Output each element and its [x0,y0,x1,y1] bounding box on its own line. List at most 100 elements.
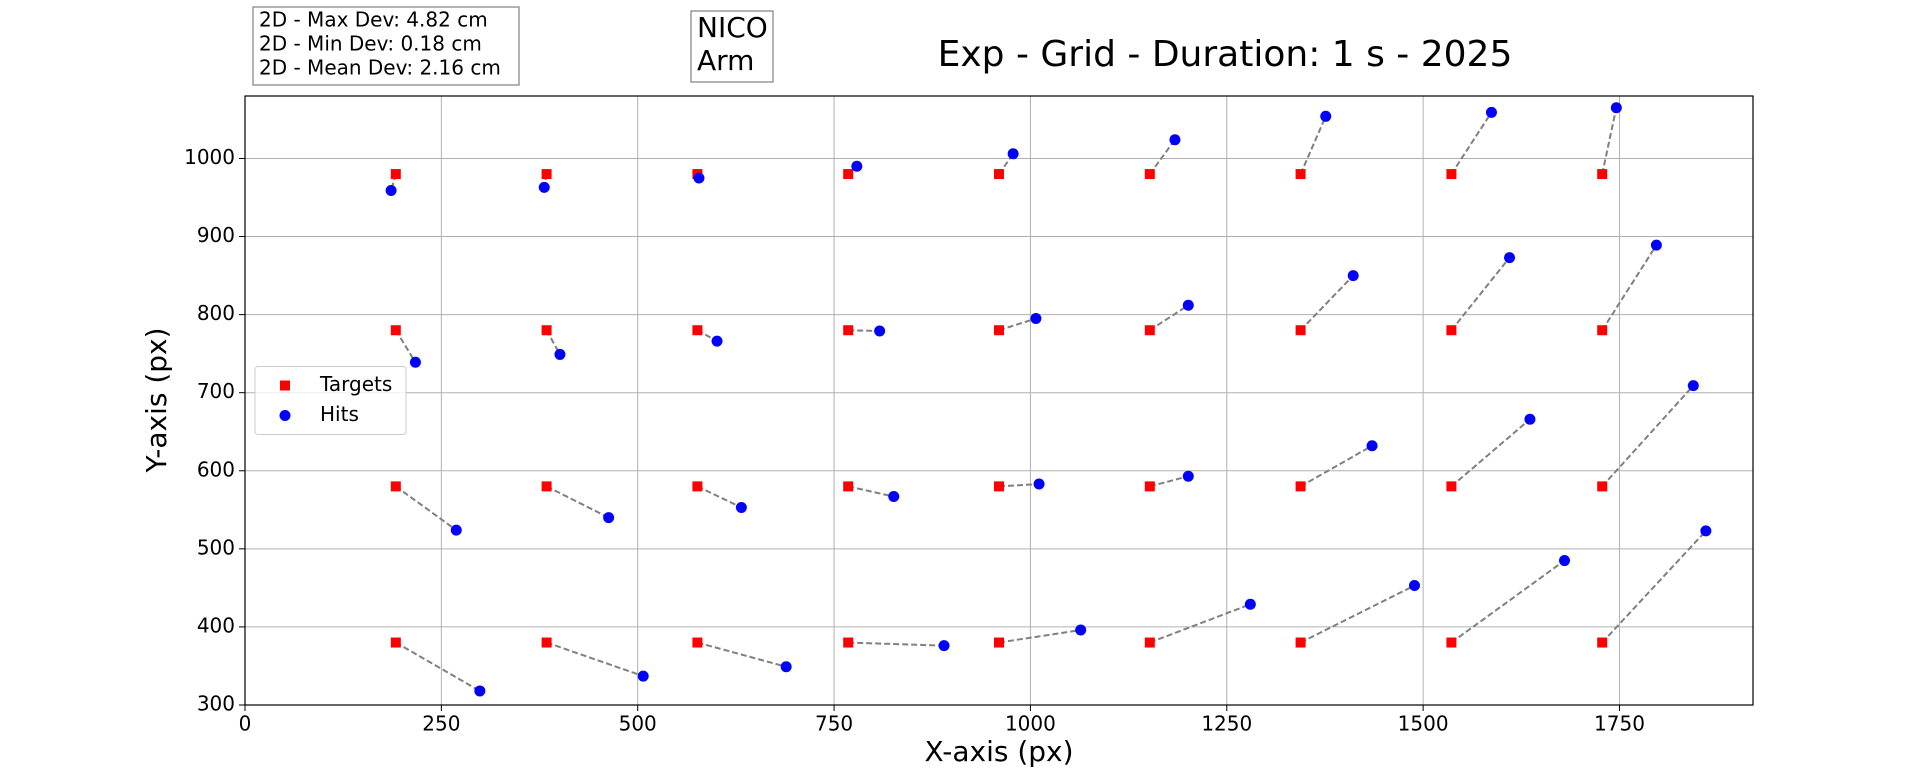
x-tick-label: 500 [619,712,657,736]
stats-line: 2D - Max Dev: 4.82 cm [259,8,488,32]
targets-point [1295,325,1306,336]
y-tick-label: 800 [197,301,235,325]
hits-point [474,685,486,697]
y-tick-label: 900 [197,223,235,247]
targets-point [390,481,401,492]
deviation-line [395,641,481,692]
deviation-line [1148,139,1176,175]
targets-point [692,481,703,492]
y-tick-label: 700 [197,379,235,403]
targets-point [541,481,552,492]
targets-point [1597,169,1608,180]
targets-point [541,169,552,180]
deviation-line [1601,530,1707,644]
hits-point [888,491,900,503]
hits-point [1524,413,1536,425]
deviation-line [1450,418,1531,488]
stats-line: 2D - Min Dev: 0.18 cm [259,32,482,56]
hits-point [603,512,615,524]
legend-box [254,366,407,435]
hits-point [851,160,863,172]
y-axis-label: Y-axis (px) [140,327,173,473]
hits-point [1687,380,1699,392]
deviation-line [1149,475,1189,488]
deviation-line [1299,115,1327,175]
deviation-line [1149,304,1189,332]
deviation-line [1450,256,1511,331]
stats-box [252,6,520,86]
targets-point [1446,481,1457,492]
x-tick-label: 1500 [1398,712,1449,736]
x-tick-label: 250 [422,712,460,736]
hits-point [735,501,747,513]
targets-point [390,325,401,336]
y-tick-label: 400 [197,613,235,637]
deviation-line [696,485,742,509]
deviation-line [1300,444,1373,488]
targets-point [994,637,1004,648]
label-box [690,10,774,83]
targets-point [994,169,1004,180]
deviation-line [1299,274,1354,331]
deviation-line [998,629,1081,644]
x-tick-label: 750 [815,712,853,736]
targets-point [994,481,1004,492]
legend-label: Targets [319,372,392,396]
legend-label: Hits [320,402,359,426]
targets-point [843,325,854,336]
hits-point [874,325,886,337]
x-axis-label: X-axis (px) [924,735,1073,768]
deviation-line [1601,107,1618,175]
deviation-line [1450,559,1566,644]
hits-point [1007,148,1019,160]
targets-point [692,325,703,336]
x-tick-label: 1750 [1594,712,1645,736]
deviation-line [1450,111,1493,175]
hits-point [637,670,649,682]
hits-point [1485,106,1497,118]
label-line: Arm [697,44,754,77]
x-tick-label: 0 [239,712,252,736]
hits-point [1347,270,1359,282]
targets-point [541,325,552,336]
deviation-line [546,641,644,678]
targets-point [1446,169,1457,180]
targets-point [1144,637,1155,648]
hits-point [693,172,705,184]
targets-point [1144,325,1155,336]
hits-point [1244,598,1256,610]
chart-title: Exp - Grid - Duration: 1 s - 2025 [938,34,1513,75]
deviation-line [546,485,610,519]
targets-point [1144,481,1155,492]
deviation-line [1300,584,1415,644]
targets-point [1295,481,1306,492]
y-tick-label: 500 [197,535,235,559]
y-tick-label: 600 [197,457,235,481]
deviation-line [998,483,1040,488]
x-tick-label: 1250 [1201,712,1252,736]
deviation-line [848,329,880,333]
targets-point [1295,637,1306,648]
y-tick-label: 1000 [184,145,235,169]
hits-point [1320,110,1332,122]
targets-point [1144,169,1155,180]
targets-point [390,169,401,180]
hits-point [1182,299,1194,311]
hits-point [780,661,792,673]
targets-point [843,637,854,648]
deviation-line [1149,603,1251,644]
y-tick-label: 300 [197,692,235,716]
hits-point [1182,470,1194,482]
hits-point [554,348,566,360]
label-line: NICO [697,11,768,44]
targets-point [1295,169,1306,180]
targets-point [390,637,401,648]
deviation-line [394,329,417,363]
hits-point [1033,478,1045,490]
hits-point [1169,134,1181,146]
targets-point [692,637,703,648]
targets-point [1446,637,1457,648]
hits-point [538,181,550,193]
legend-marker [279,410,291,421]
